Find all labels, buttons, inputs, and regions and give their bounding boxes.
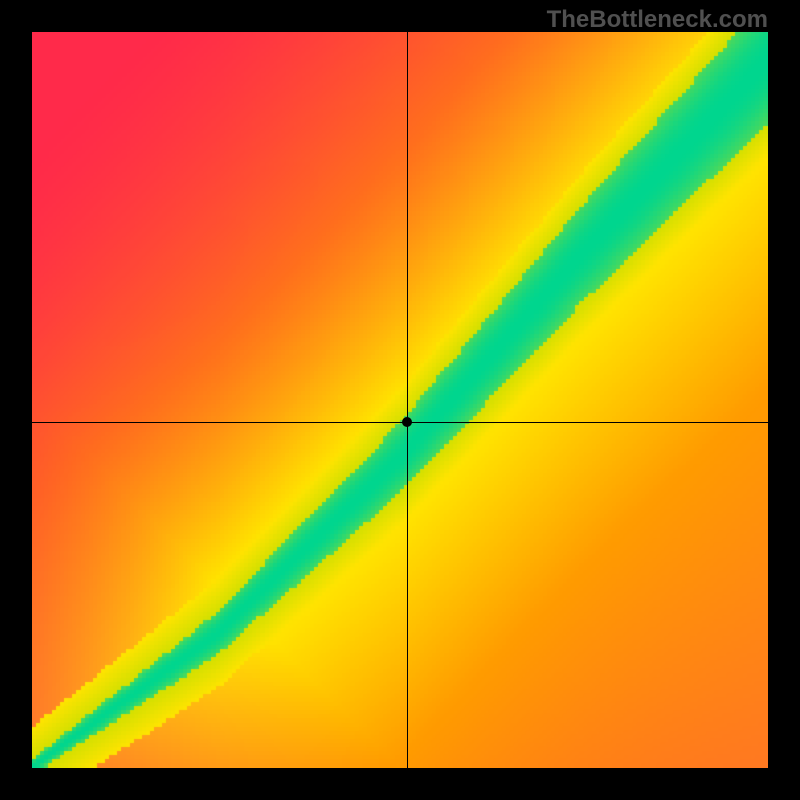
- figure-container: TheBottleneck.com: [0, 0, 800, 800]
- bottleneck-heatmap: [32, 32, 768, 768]
- watermark-text: TheBottleneck.com: [547, 6, 768, 34]
- crosshair-vertical: [407, 32, 408, 768]
- crosshair-horizontal: [32, 422, 768, 423]
- crosshair-marker: [402, 417, 412, 427]
